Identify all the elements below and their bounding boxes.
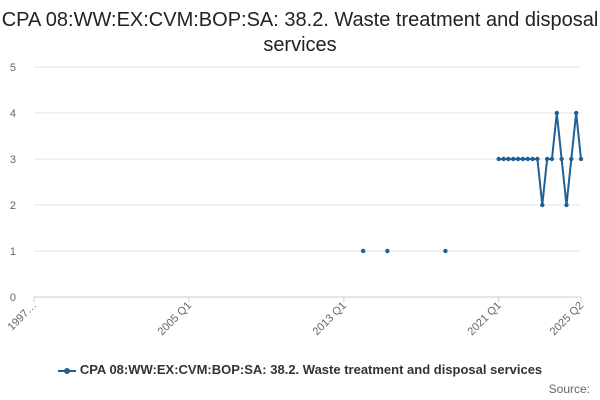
legend-label: CPA 08:WW:EX:CVM:BOP:SA: 38.2. Waste tre… (79, 362, 543, 377)
data-point (443, 248, 448, 254)
data-point (511, 156, 516, 162)
data-point (496, 156, 501, 162)
data-point (559, 156, 564, 162)
data-point (515, 156, 521, 162)
y-tick-label: 3 (10, 154, 16, 166)
source-label: Source: (548, 382, 590, 396)
data-point (525, 156, 530, 162)
series-group (360, 110, 584, 254)
data-point (578, 156, 584, 162)
y-tick-label: 2 (10, 200, 16, 212)
y-tick-label: 1 (10, 246, 16, 258)
data-point (573, 110, 579, 116)
data-point (569, 156, 574, 162)
y-tick-label: 4 (10, 108, 16, 120)
data-point (544, 156, 550, 162)
data-point (535, 156, 540, 162)
legend-marker (63, 367, 70, 374)
data-point (501, 156, 506, 162)
x-tick-label: 2025 Q2 (548, 300, 586, 338)
data-point (540, 202, 545, 208)
data-point (520, 156, 526, 162)
y-tick-label: 0 (10, 292, 16, 304)
legend[interactable]: CPA 08:WW:EX:CVM:BOP:SA: 38.2. Waste tre… (0, 362, 600, 377)
data-point (554, 110, 559, 116)
data-point (360, 248, 366, 254)
y-tick-label: 5 (10, 62, 16, 74)
x-tick-label: 2021 Q1 (466, 300, 504, 338)
data-point (549, 156, 555, 162)
gridlines (34, 66, 581, 298)
x-tick-label: 1997… (6, 300, 40, 334)
data-point (530, 156, 535, 162)
data-point (506, 156, 511, 162)
data-point (564, 202, 569, 208)
chart-title: CPA 08:WW:EX:CVM:BOP:SA: 38.2. Waste tre… (1, 9, 599, 56)
data-point (385, 248, 390, 254)
x-tick-label: 2005 Q1 (156, 300, 194, 338)
legend-swatch (57, 366, 76, 376)
x-tick-label: 2013 Q1 (311, 300, 349, 338)
